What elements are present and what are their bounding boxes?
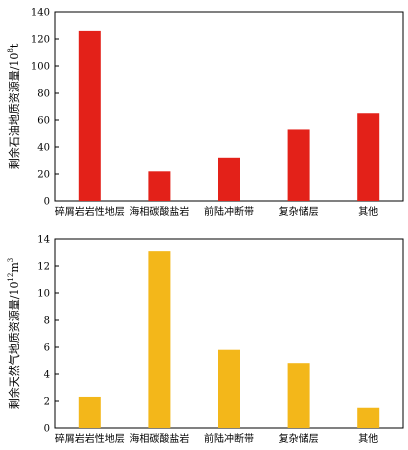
y-axis-label: 剩余天然气地质资源量/1012m3 <box>7 258 21 410</box>
y-tick-label: 0 <box>44 424 50 435</box>
y-tick-label: 2 <box>44 397 50 408</box>
y-axis-label-main: 剩余天然气地质资源量/10 <box>7 282 21 410</box>
y-axis-label-unit-exponent: 3 <box>7 258 15 262</box>
bar-3 <box>287 363 310 428</box>
y-axis-label-unit: m <box>8 262 21 273</box>
bar-3 <box>287 129 310 201</box>
y-tick-label: 14 <box>37 235 50 246</box>
bar-1 <box>148 171 171 201</box>
oil-resource-chart: 0 20 40 60 80 100 120 140 碎屑岩岩性地层 海相碳酸盐岩 前陆冲断带 复杂储层… <box>7 8 404 218</box>
bar-0 <box>78 396 101 428</box>
bar-2 <box>218 349 240 428</box>
category-label: 前陆冲断带 <box>204 432 254 445</box>
category-label: 复杂储层 <box>279 205 319 218</box>
bar-2 <box>218 157 240 201</box>
y-tick-label: 80 <box>37 89 50 100</box>
category-label: 碎屑岩岩性地层 <box>55 432 125 445</box>
y-tick-label: 120 <box>31 35 50 46</box>
y-tick-label: 6 <box>44 343 50 354</box>
bar-4 <box>357 407 380 428</box>
y-tick-label: 100 <box>31 62 50 73</box>
y-tick-label: 12 <box>37 262 50 273</box>
bar-4 <box>357 113 380 201</box>
y-tick-label: 20 <box>37 170 50 181</box>
y-tick-label: 8 <box>44 316 50 327</box>
y-tick-label: 60 <box>37 116 50 127</box>
y-tick-label: 0 <box>44 197 50 208</box>
category-label: 前陆冲断带 <box>204 205 254 218</box>
category-label: 海相碳酸盐岩 <box>129 205 189 218</box>
y-tick-label: 10 <box>37 289 50 300</box>
y-axis-label: 剩余石油地质资源量/108t <box>7 43 21 169</box>
y-axis-label-main: 剩余石油地质资源量/10 <box>7 53 21 170</box>
category-label: 海相碳酸盐岩 <box>129 432 189 445</box>
y-tick-label: 40 <box>37 143 50 154</box>
category-label: 碎屑岩岩性地层 <box>55 205 125 218</box>
y-tick-label: 140 <box>31 8 50 19</box>
y-axis-label-unit: t <box>8 43 21 48</box>
y-tick-label: 4 <box>44 370 50 381</box>
category-label: 复杂储层 <box>279 432 319 445</box>
category-label: 其他 <box>358 205 378 218</box>
category-label: 其他 <box>358 432 378 445</box>
y-axis-label-exponent: 12 <box>7 273 15 282</box>
bar-0 <box>78 30 101 202</box>
y-axis-label-exponent: 8 <box>7 48 15 52</box>
bar-1 <box>148 251 171 428</box>
gas-resource-chart: 0 2 4 6 8 10 12 14 碎屑岩岩性地层 海相碳酸盐岩 前陆冲断带 复杂储层 其他 剩余天然气… <box>7 235 404 445</box>
